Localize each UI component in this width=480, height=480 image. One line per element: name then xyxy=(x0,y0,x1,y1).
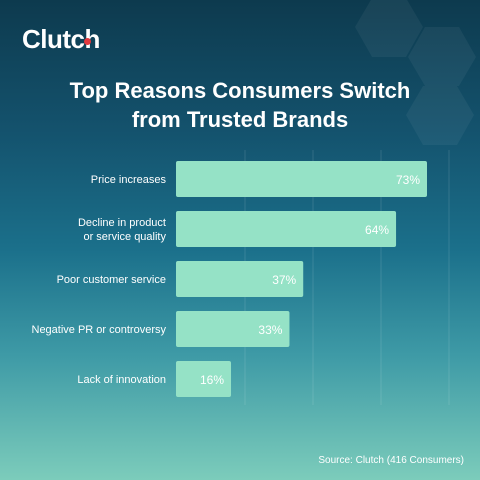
source-note: Source: Clutch (416 Consumers) xyxy=(318,455,464,466)
bar xyxy=(176,161,427,197)
category-label: Poor customer service xyxy=(57,274,166,286)
value-label: 33% xyxy=(258,323,282,337)
value-label: 37% xyxy=(272,273,296,287)
category-label: Price increases xyxy=(91,174,167,186)
value-label: 73% xyxy=(396,173,420,187)
category-label: Decline in product xyxy=(78,217,166,229)
bar xyxy=(176,311,290,347)
chart-title: Top Reasons Consumers Switch from Truste… xyxy=(0,76,480,134)
value-label: 16% xyxy=(200,373,224,387)
value-label: 64% xyxy=(365,223,389,237)
title-line-1: Top Reasons Consumers Switch xyxy=(69,78,411,103)
bar xyxy=(176,361,232,397)
bar xyxy=(176,211,397,247)
value-labels: 73% 64% 37% 33% 16% xyxy=(200,173,420,387)
category-label: Lack of innovation xyxy=(77,374,166,386)
logo-accent-dot xyxy=(84,38,91,45)
bar xyxy=(176,261,304,297)
category-label: or service quality xyxy=(83,231,166,243)
category-label: Negative PR or controversy xyxy=(32,324,167,336)
bars xyxy=(176,161,427,397)
category-labels: Price increases Decline in product or serv… xyxy=(32,174,167,386)
title-line-2: from Trusted Brands xyxy=(131,107,349,132)
